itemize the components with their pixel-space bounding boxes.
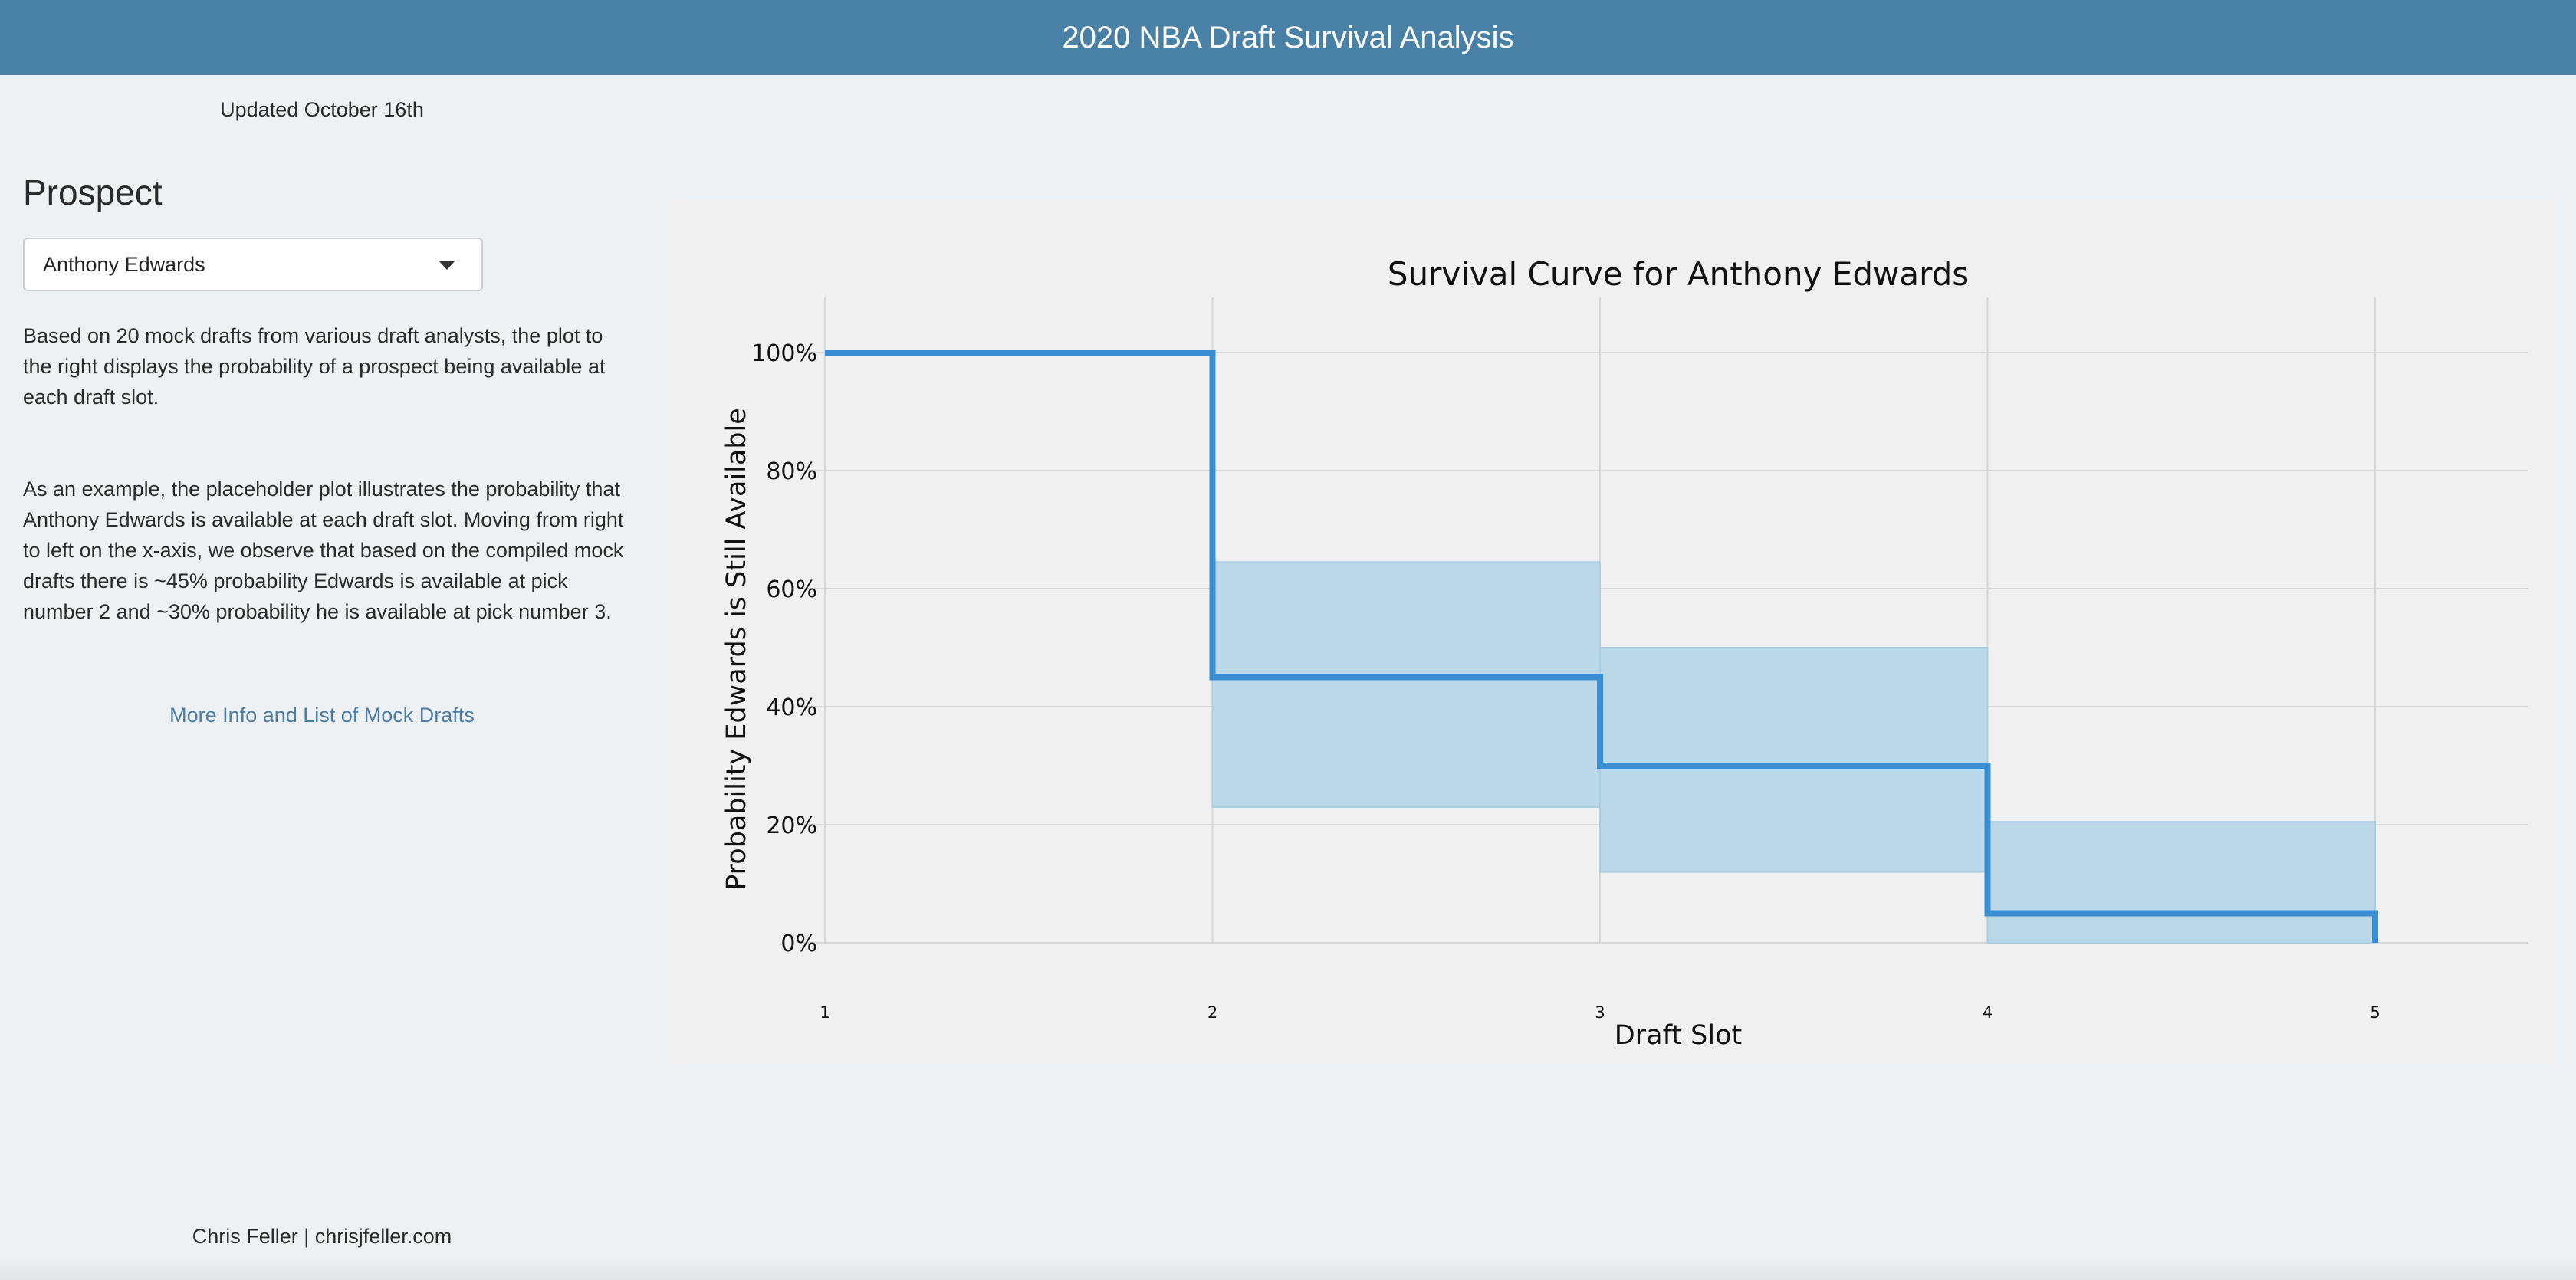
app-header: 2020 NBA Draft Survival Analysis xyxy=(0,0,2576,75)
y-tick-label: 80% xyxy=(766,458,817,485)
y-axis-label: Probability Edwards is Still Available xyxy=(721,408,752,891)
prospect-select[interactable]: Anthony Edwards xyxy=(23,238,483,291)
x-tick-label: 1 xyxy=(820,1003,830,1022)
x-tick-label: 2 xyxy=(1208,1003,1217,1022)
x-axis-label: Draft Slot xyxy=(1615,1020,1742,1051)
x-tick-label: 3 xyxy=(1595,1003,1605,1022)
survival-chart[interactable]: 0% 20% 40% 60% 80% 100% 1 2 3 4 5 Survival Curve f… xyxy=(665,198,2559,1065)
updated-date: Updated October 16th xyxy=(220,98,424,121)
x-tick-label: 5 xyxy=(2370,1003,2380,1022)
caret-down-icon xyxy=(439,261,455,270)
confidence-band xyxy=(1986,821,2376,944)
prospect-select-value: Anthony Edwards xyxy=(43,252,205,276)
axis-ticks: 0% 20% 40% 60% 80% 100% 1 2 3 4 5 xyxy=(751,340,2380,1022)
description-paragraph: Based on 20 mock drafts from various dra… xyxy=(23,324,606,409)
survival-line xyxy=(825,350,2378,943)
y-tick-label: 40% xyxy=(766,694,817,721)
chart-panel[interactable]: 0% 20% 40% 60% 80% 100% 1 2 3 4 5 Survival Curve f… xyxy=(665,198,2559,1065)
footer-credit: Chris Feller | chrisjfeller.com xyxy=(192,1225,452,1248)
y-tick-label: 100% xyxy=(751,340,817,367)
more-info-link[interactable]: More Info and List of Mock Drafts xyxy=(169,704,475,727)
confidence-band xyxy=(1599,647,1989,873)
confidence-band xyxy=(1211,561,1601,808)
confidence-bands xyxy=(1211,561,2376,944)
y-tick-label: 20% xyxy=(766,812,817,839)
example-paragraph: As an example, the placeholder plot illu… xyxy=(23,478,624,623)
survival-line-group xyxy=(825,350,2378,943)
chart-title: Survival Curve for Anthony Edwards xyxy=(1388,255,1969,293)
y-tick-label: 0% xyxy=(780,930,817,957)
app-title: 2020 NBA Draft Survival Analysis xyxy=(1062,20,1514,54)
page-bottom-edge xyxy=(0,1257,2576,1280)
x-tick-label: 4 xyxy=(1983,1003,1993,1022)
prospect-label: Prospect xyxy=(23,172,163,212)
y-tick-label: 60% xyxy=(766,576,817,603)
